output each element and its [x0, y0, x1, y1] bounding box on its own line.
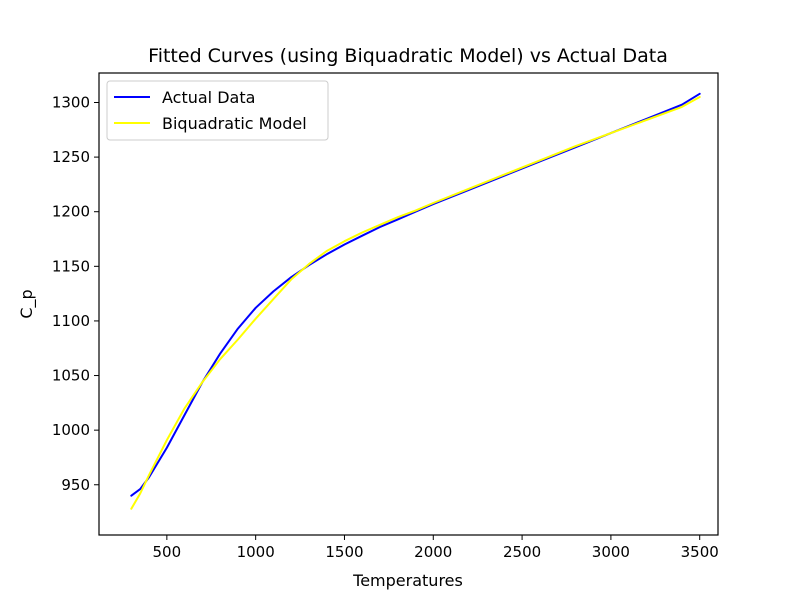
y-tick-label: 1000 — [52, 421, 90, 439]
y-tick-label: 1250 — [52, 148, 90, 166]
series-lines — [130, 92, 701, 510]
y-axis-label: C_p — [17, 289, 37, 318]
x-tick-label: 2500 — [503, 543, 541, 561]
plot-area: 500 1000 1500 2000 2500 3000 3500 950 1000 1050 1… — [52, 72, 719, 561]
y-tick-label: 1100 — [52, 312, 90, 330]
series-line-biquadratic-model — [130, 96, 701, 510]
y-tick-label: 1200 — [52, 203, 90, 221]
x-tick-label: 500 — [153, 543, 182, 561]
x-tick-label: 1000 — [237, 543, 275, 561]
legend-label-actual-data: Actual Data — [162, 88, 255, 107]
y-axis-ticks: 950 1000 1050 1100 1150 1200 1250 1300 — [52, 93, 99, 494]
legend: Actual Data Biquadratic Model — [106, 80, 329, 141]
legend-label-biquadratic-model: Biquadratic Model — [162, 114, 307, 133]
x-axis-ticks: 500 1000 1500 2000 2500 3000 3500 — [153, 535, 719, 561]
x-tick-label: 3000 — [592, 543, 630, 561]
y-tick-label: 950 — [61, 476, 90, 494]
x-axis-label: Temperatures — [352, 571, 463, 590]
x-tick-label: 1500 — [325, 543, 363, 561]
y-tick-label: 1150 — [52, 257, 90, 275]
y-tick-label: 1300 — [52, 93, 90, 111]
chart-title: Fitted Curves (using Biquadratic Model) … — [148, 45, 668, 67]
plot-frame — [98, 72, 719, 536]
x-tick-label: 2000 — [414, 543, 452, 561]
x-tick-label: 3500 — [681, 543, 719, 561]
y-tick-label: 1050 — [52, 367, 90, 385]
legend-box — [106, 80, 329, 141]
series-line-actual-data — [130, 92, 701, 497]
